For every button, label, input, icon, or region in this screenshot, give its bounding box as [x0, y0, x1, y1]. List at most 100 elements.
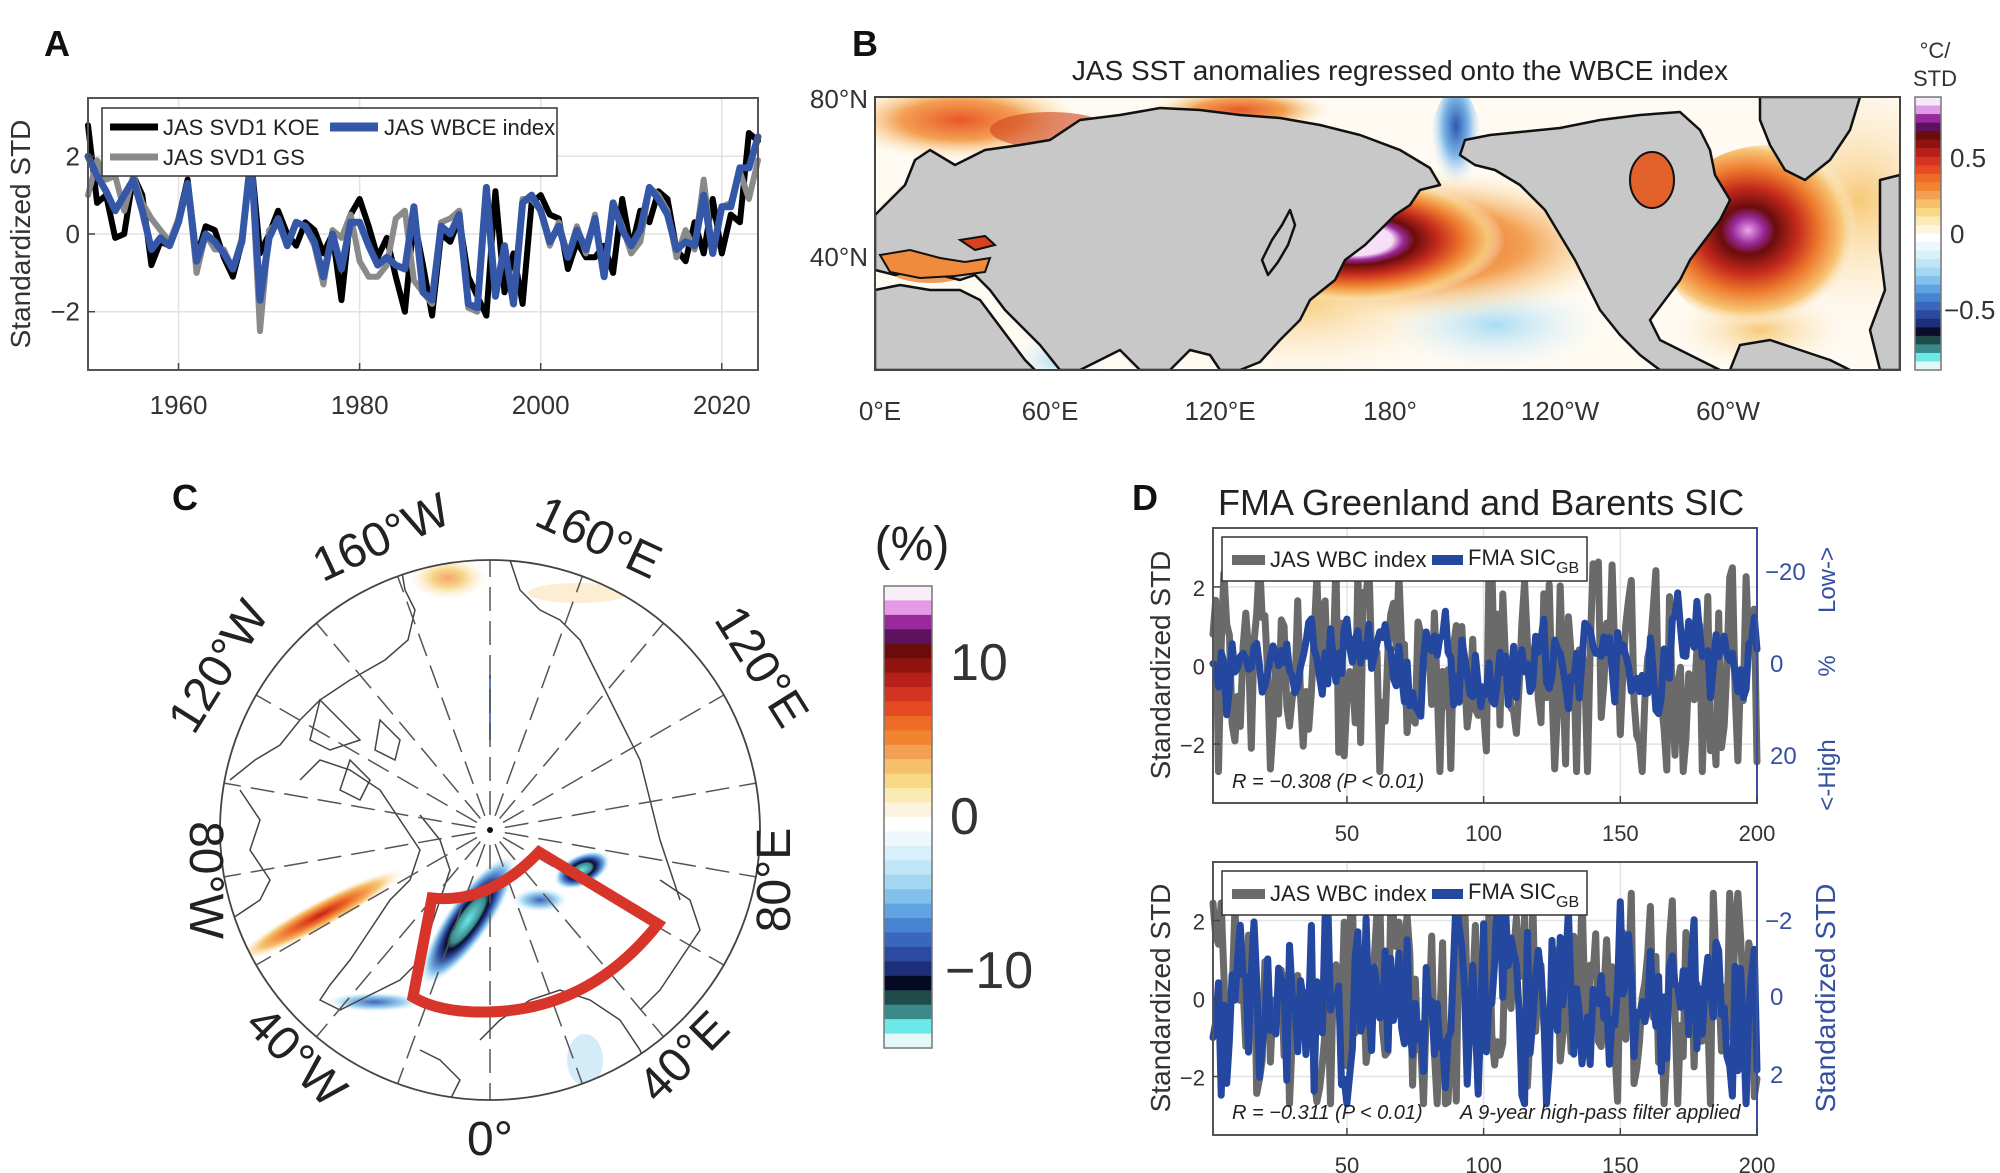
legend-label-d1-wbc: JAS WBC index [1270, 547, 1427, 572]
meridian-line [255, 836, 478, 966]
right-label-high: <-High [1814, 739, 1841, 810]
series-line-fma-sic-gb [1209, 889, 1761, 1108]
colorbar-b-segment [1915, 301, 1941, 311]
x-tick-label: 100 [1465, 821, 1502, 846]
x-tick-label: 1980 [331, 390, 389, 420]
lon-label-60w: 60°W [1696, 396, 1760, 426]
colorbar-b-segment [1915, 216, 1941, 226]
lon-label-60e: 60°E [1022, 396, 1079, 426]
colorbar-c-segment [884, 672, 932, 688]
colorbar-b-segment [1915, 335, 1941, 346]
colorbar-c-segment [884, 1004, 932, 1020]
map-frame-b [874, 96, 1901, 371]
legend-d1: JAS WBC index FMA SICGB [1221, 536, 1588, 582]
colorbar-b-segment [1915, 165, 1941, 175]
colorbar-b-segment [1915, 267, 1941, 277]
colorbar-b-segment [1915, 105, 1941, 115]
black-sea [957, 234, 998, 252]
panel-letter-d: D [1132, 477, 1158, 518]
colorbar-b [1914, 96, 1942, 371]
land-south-america [1728, 338, 1852, 370]
legend-label-wbce: JAS WBCE index [384, 115, 555, 140]
meridian-line [502, 694, 725, 824]
legend-label-koe: JAS SVD1 KOE [163, 115, 320, 140]
colorbar-c-segment [884, 701, 932, 717]
colorbar-c-segment [884, 600, 932, 616]
lat-label-80n: 80°N [810, 84, 868, 114]
y-axis-label-d2: Standardized STD [1145, 884, 1176, 1113]
series-group-d1 [1209, 555, 1761, 776]
colorbar-b-segment [1915, 207, 1941, 218]
land-japan [1260, 208, 1297, 277]
meridian-line [315, 841, 481, 1038]
ticks-d2: 50 100 150 200 −2 0 2 [1180, 910, 1775, 1173]
colorbar-c-segment [884, 889, 932, 905]
meridian-line [499, 841, 665, 1038]
x-tick-label: 50 [1335, 821, 1359, 846]
colorbar-tick-0: 0 [1950, 219, 1964, 249]
meridian-line [494, 576, 584, 817]
colorbar-c [883, 585, 933, 1049]
colorbar-c-segment [884, 643, 932, 659]
subplot-d2: 50 100 150 200−202 Standardized STD −2 0 2 … [1145, 861, 1841, 1173]
bering-cool-anomaly [1430, 97, 1482, 210]
sic-main-text: FMA SIC [1468, 879, 1556, 904]
sst-map [875, 97, 1900, 370]
colorbar-c-tick-10: 10 [950, 634, 1008, 692]
x-tick-label: 200 [1739, 1153, 1776, 1173]
panel-d: D FMA Greenland and Barents SIC 50 100 150… [1132, 477, 1841, 1173]
y-tick-label: 2 [1193, 910, 1205, 935]
colorbar-c-segment [884, 586, 932, 602]
y-tick-label: −2 [1180, 733, 1205, 758]
lon-label-120e: 120°E [1184, 396, 1255, 426]
colorbar-b-segment [1915, 156, 1941, 166]
siberian-pale-anomaly [528, 583, 628, 603]
gb-region-box [406, 844, 667, 1018]
lon-ticks-b: 0°E 60°E 120°E 180° 120°W 60°W [859, 396, 1760, 426]
legend-label-d1-sic: FMA SICGB [1468, 545, 1579, 577]
panel-b: B JAS SST anomalies regressed onto the W… [810, 23, 1995, 426]
ticks-a: 1960 1980 2000 2020 −2 0 2 [50, 141, 750, 420]
colorbar-c-frame [883, 585, 933, 1049]
hudson-bay [1629, 151, 1675, 209]
irminger-blue-anomaly [325, 992, 425, 1012]
series-group-a [84, 122, 762, 335]
colorbar-b-segment [1915, 276, 1941, 286]
colorbar-b-segment [1915, 199, 1941, 209]
land-eurasia [875, 106, 1442, 370]
chart-title-d: FMA Greenland and Barents SIC [1218, 482, 1744, 523]
y-tick-label: −2 [1180, 1066, 1205, 1091]
panel-c: C [158, 477, 1033, 1166]
alaska-canada-coast [229, 560, 416, 781]
svalbard-blue-anomaly [512, 888, 568, 912]
colorbar-b-segment [1915, 284, 1941, 294]
colorbar-c-segment [884, 918, 932, 934]
colorbar-b-segment [1915, 327, 1941, 337]
correlation-annotation-d1: R = −0.308 (P < 0.01) [1232, 771, 1424, 793]
siberia-coast [509, 560, 681, 901]
meridian-lines [223, 560, 757, 1100]
right-axis-label-d2: Standardized STD [1810, 884, 1841, 1113]
x-tick-label: 200 [1739, 821, 1776, 846]
greenland-coast [299, 759, 451, 1011]
colorbar-b-segment [1915, 182, 1941, 192]
meridian-line [504, 782, 757, 829]
colorbar-unit-line1: °C/ [1920, 38, 1952, 63]
colorbar-b-segment [1915, 293, 1941, 303]
meridian-line [315, 622, 481, 819]
land-greenland [1758, 97, 1862, 182]
lon-label-80w: 80°W [179, 821, 232, 940]
x-tick-label: 50 [1335, 1153, 1359, 1173]
colorbar-b-segment [1915, 131, 1941, 141]
land-africa [875, 283, 1037, 370]
series-line-jas-wbc-index [1209, 555, 1761, 776]
colorbar-b-segment [1915, 352, 1941, 363]
sic-main-text: FMA SIC [1468, 545, 1556, 570]
colorbar-b-segment [1915, 233, 1941, 243]
land-europe-west [1868, 173, 1900, 370]
colorbar-c-segment [884, 715, 932, 731]
x-tick-label: 100 [1465, 1153, 1502, 1173]
legend-box-d2 [1221, 870, 1588, 916]
y-tick-label: 0 [1193, 988, 1205, 1013]
colorbar-c-segment [884, 961, 932, 977]
